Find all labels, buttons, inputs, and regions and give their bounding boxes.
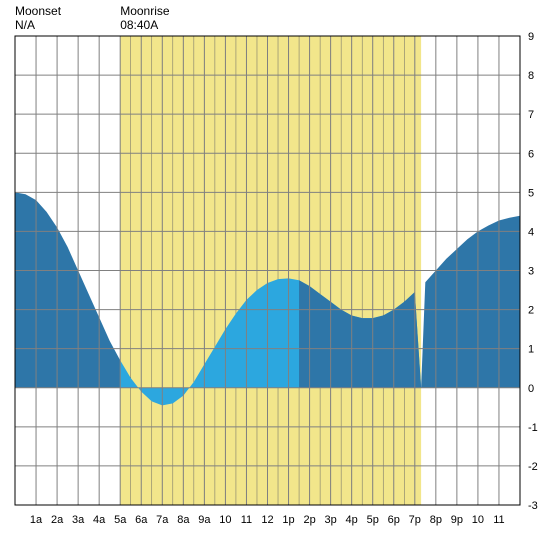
y-tick-label: 6 — [528, 148, 534, 160]
chart-svg: -3-2-101234567891a2a3a4a5a6a7a8a9a101112… — [0, 0, 550, 550]
y-tick-label: 5 — [528, 187, 534, 199]
y-tick-label: -1 — [528, 422, 538, 434]
y-tick-label: 0 — [528, 383, 534, 395]
x-tick-label: 6p — [388, 514, 400, 526]
tide-chart: Moonset N/A Moonrise 08:40A -3-2-1012345… — [0, 0, 550, 550]
x-tick-label: 8p — [430, 514, 442, 526]
y-tick-label: 9 — [528, 31, 534, 43]
moonset-value: N/A — [15, 18, 35, 32]
x-tick-label: 8a — [177, 514, 190, 526]
x-tick-label: 10 — [219, 514, 231, 526]
moonset-label: Moonset N/A — [15, 4, 61, 33]
x-tick-label: 6a — [135, 514, 148, 526]
x-tick-label: 3p — [325, 514, 337, 526]
x-tick-label: 4a — [93, 514, 106, 526]
x-tick-label: 4p — [346, 514, 358, 526]
x-tick-label: 10 — [472, 514, 484, 526]
moonrise-label: Moonrise 08:40A — [120, 4, 169, 33]
y-tick-label: 7 — [528, 109, 534, 121]
moonset-title: Moonset — [15, 4, 61, 18]
x-tick-label: 9p — [451, 514, 463, 526]
x-tick-label: 7a — [156, 514, 169, 526]
x-tick-label: 9a — [198, 514, 211, 526]
y-tick-label: -2 — [528, 461, 538, 473]
x-tick-label: 12 — [261, 514, 273, 526]
x-tick-label: 11 — [493, 514, 504, 526]
x-tick-label: 3a — [72, 514, 85, 526]
y-tick-label: 4 — [528, 226, 534, 238]
y-tick-label: 1 — [528, 344, 534, 356]
x-tick-label: 2p — [303, 514, 315, 526]
moonrise-value: 08:40A — [120, 18, 158, 32]
x-tick-label: 7p — [409, 514, 421, 526]
x-tick-label: 5a — [114, 514, 127, 526]
y-tick-label: -3 — [528, 500, 538, 512]
x-tick-label: 1p — [282, 514, 294, 526]
x-tick-label: 2a — [51, 514, 64, 526]
x-tick-label: 11 — [241, 514, 252, 526]
y-tick-label: 3 — [528, 266, 534, 278]
moonrise-title: Moonrise — [120, 4, 169, 18]
x-tick-label: 1a — [30, 514, 43, 526]
y-tick-label: 2 — [528, 305, 534, 317]
x-tick-label: 5p — [367, 514, 379, 526]
y-tick-label: 8 — [528, 70, 534, 82]
